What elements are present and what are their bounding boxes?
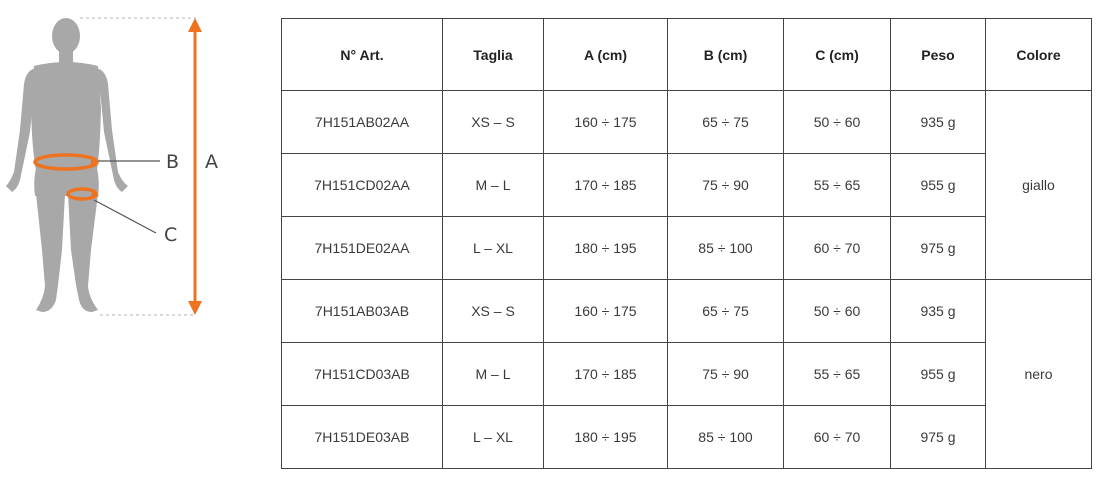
cell-peso: 935 g [890, 279, 986, 343]
table-row: 7H151DE02AA L – XL 180 ÷ 195 85 ÷ 100 60… [281, 216, 1092, 280]
cell-art: 7H151CD02AA [281, 153, 443, 217]
cell-c: 60 ÷ 70 [783, 405, 891, 469]
size-table: N° Art. Taglia A (cm) B (cm) C (cm) Peso… [281, 18, 1092, 469]
waist-ring-icon [33, 153, 99, 171]
cell-a: 180 ÷ 195 [543, 216, 668, 280]
header-art: N° Art. [281, 18, 443, 91]
cell-peso: 955 g [890, 342, 986, 406]
cell-taglia: M – L [442, 153, 544, 217]
cell-art: 7H151CD03AB [281, 342, 443, 406]
label-b: B [166, 151, 179, 173]
cell-taglia: XS – S [442, 279, 544, 343]
cell-b: 75 ÷ 90 [667, 342, 784, 406]
cell-c: 60 ÷ 70 [783, 216, 891, 280]
table-row: 7H151CD02AA M – L 170 ÷ 185 75 ÷ 90 55 ÷… [281, 153, 1092, 217]
cell-colore: nero [985, 279, 1092, 469]
thigh-ring-icon [66, 187, 99, 201]
table-row: 7H151CD03AB M – L 170 ÷ 185 75 ÷ 90 55 ÷… [281, 342, 1092, 406]
cell-c: 55 ÷ 65 [783, 153, 891, 217]
body-measurement-figure: B C A [6, 17, 218, 316]
cell-c: 50 ÷ 60 [783, 279, 891, 343]
cell-peso: 955 g [890, 153, 986, 217]
cell-b: 75 ÷ 90 [667, 153, 784, 217]
cell-peso: 935 g [890, 90, 986, 154]
cell-art: 7H151DE02AA [281, 216, 443, 280]
table-row: 7H151AB03AB XS – S 160 ÷ 175 65 ÷ 75 50 … [281, 279, 1092, 469]
cell-c: 55 ÷ 65 [783, 342, 891, 406]
cell-b: 65 ÷ 75 [667, 279, 784, 343]
cell-art: 7H151AB02AA [281, 90, 443, 154]
height-arrow-icon [188, 18, 202, 315]
cell-art: 7H151AB03AB [281, 279, 443, 343]
cell-b: 85 ÷ 100 [667, 405, 784, 469]
cell-taglia: L – XL [442, 216, 544, 280]
label-c: C [164, 224, 177, 246]
table-row: 7H151DE03AB L – XL 180 ÷ 195 85 ÷ 100 60… [281, 405, 1092, 469]
cell-taglia: L – XL [442, 405, 544, 469]
header-taglia: Taglia [442, 18, 544, 91]
human-silhouette [6, 18, 128, 312]
cell-art: 7H151DE03AB [281, 405, 443, 469]
header-peso: Peso [890, 18, 986, 91]
cell-a: 160 ÷ 175 [543, 279, 668, 343]
cell-a: 180 ÷ 195 [543, 405, 668, 469]
cell-c: 50 ÷ 60 [783, 90, 891, 154]
header-c: C (cm) [783, 18, 891, 91]
header-a: A (cm) [543, 18, 668, 91]
leader-line-c [93, 199, 157, 234]
header-b: B (cm) [667, 18, 784, 91]
cell-taglia: M – L [442, 342, 544, 406]
cell-a: 170 ÷ 185 [543, 153, 668, 217]
table-row: 7H151AB02AA XS – S 160 ÷ 175 65 ÷ 75 50 … [281, 90, 1092, 280]
label-a: A [205, 151, 218, 173]
cell-b: 85 ÷ 100 [667, 216, 784, 280]
cell-b: 65 ÷ 75 [667, 90, 784, 154]
header-row: N° Art. Taglia A (cm) B (cm) C (cm) Peso… [281, 18, 1092, 91]
cell-colore: giallo [985, 90, 1092, 280]
header-colore: Colore [985, 18, 1092, 91]
cell-peso: 975 g [890, 216, 986, 280]
cell-taglia: XS – S [442, 90, 544, 154]
cell-a: 170 ÷ 185 [543, 342, 668, 406]
cell-a: 160 ÷ 175 [543, 90, 668, 154]
cell-peso: 975 g [890, 405, 986, 469]
